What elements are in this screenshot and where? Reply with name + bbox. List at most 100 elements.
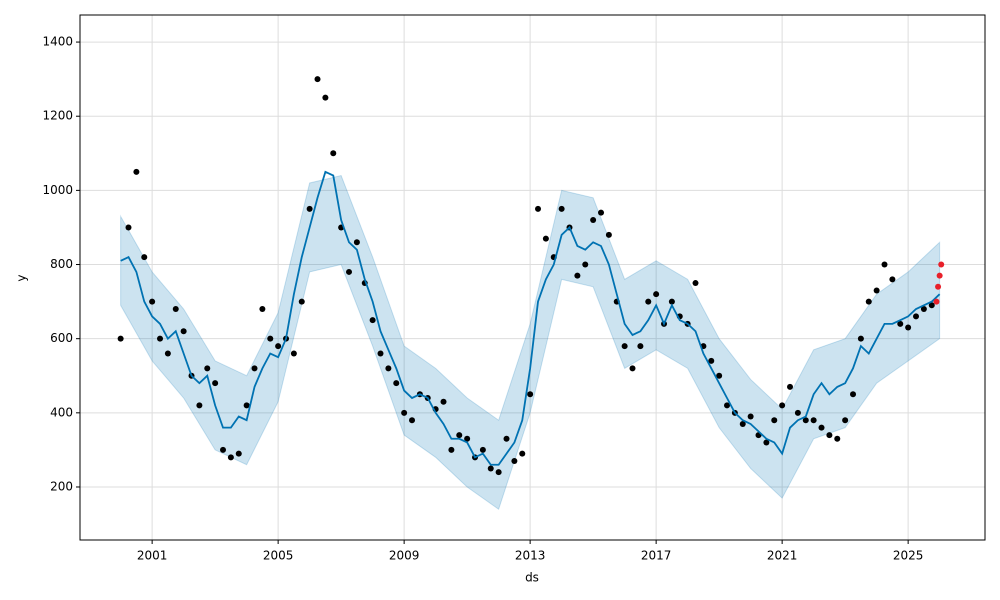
data-point <box>739 420 746 427</box>
data-point <box>747 413 754 420</box>
data-point <box>920 306 927 313</box>
data-point <box>487 465 494 472</box>
data-point <box>314 76 321 83</box>
data-point <box>629 365 636 372</box>
data-point <box>385 365 392 372</box>
data-point <box>259 306 266 313</box>
data-point <box>353 239 360 246</box>
data-point <box>771 417 778 424</box>
data-point <box>346 268 353 275</box>
data-point <box>897 320 904 327</box>
data-point <box>369 317 376 324</box>
data-point <box>503 435 510 442</box>
data-point <box>511 458 518 465</box>
data-point <box>794 409 801 416</box>
data-point <box>763 439 770 446</box>
data-point <box>724 402 731 409</box>
data-point <box>810 417 817 424</box>
data-point <box>708 357 715 364</box>
data-point <box>479 446 486 453</box>
data-point <box>164 350 171 357</box>
data-point <box>605 231 612 238</box>
data-point <box>889 276 896 283</box>
data-point <box>275 343 282 350</box>
y-tick-label: 1200 <box>42 109 73 123</box>
data-point <box>881 261 888 268</box>
data-point <box>913 313 920 320</box>
data-point <box>716 372 723 379</box>
x-axis-label: ds <box>525 571 539 585</box>
data-point <box>519 450 526 457</box>
data-point <box>227 454 234 461</box>
data-point <box>873 287 880 294</box>
data-point <box>456 432 463 439</box>
data-point <box>905 324 912 331</box>
data-point <box>495 469 502 476</box>
data-point <box>125 224 132 231</box>
data-point <box>842 417 849 424</box>
data-point <box>306 205 313 212</box>
x-tick-label: 2017 <box>641 549 672 563</box>
data-point <box>818 424 825 431</box>
data-point <box>535 205 542 212</box>
data-point <box>826 432 833 439</box>
data-point <box>668 298 675 305</box>
data-point <box>802 417 809 424</box>
data-point <box>928 302 935 309</box>
y-tick-label: 600 <box>50 331 73 345</box>
data-point <box>865 298 872 305</box>
data-point <box>653 291 660 298</box>
data-point <box>935 283 942 290</box>
plot-frame <box>79 14 986 541</box>
uncertainty-band <box>120 174 941 511</box>
data-point <box>464 435 471 442</box>
data-point <box>235 450 242 457</box>
data-point <box>645 298 652 305</box>
data-point <box>290 350 297 357</box>
data-point <box>149 298 156 305</box>
data-point <box>558 205 565 212</box>
data-point <box>298 298 305 305</box>
data-point <box>834 435 841 442</box>
data-point <box>172 306 179 313</box>
data-point <box>133 168 140 175</box>
x-tick-label: 2021 <box>767 549 798 563</box>
data-point <box>220 446 227 453</box>
data-point <box>243 402 250 409</box>
data-point <box>117 335 124 342</box>
data-point <box>141 254 148 261</box>
data-point <box>322 94 329 101</box>
x-tick-label: 2001 <box>137 549 168 563</box>
y-tick-label: 1400 <box>42 35 73 49</box>
data-point <box>393 380 400 387</box>
data-point <box>857 335 864 342</box>
data-point <box>590 217 597 224</box>
data-point <box>251 365 258 372</box>
data-point <box>850 391 857 398</box>
data-point <box>267 335 274 342</box>
data-point <box>582 261 589 268</box>
data-point <box>196 402 203 409</box>
data-point <box>933 298 940 305</box>
data-point <box>779 402 786 409</box>
data-point <box>401 409 408 416</box>
data-point <box>330 150 337 157</box>
data-point <box>692 280 699 287</box>
data-point <box>938 261 945 268</box>
data-point <box>787 383 794 390</box>
y-axis-label: y <box>15 274 29 281</box>
data-point <box>574 272 581 279</box>
data-point <box>180 328 187 335</box>
y-tick-label: 200 <box>50 479 73 493</box>
data-point <box>621 343 628 350</box>
data-point <box>409 417 416 424</box>
x-tick-label: 2025 <box>893 549 924 563</box>
x-tick-label: 2009 <box>389 549 420 563</box>
data-point <box>527 391 534 398</box>
data-point <box>448 446 455 453</box>
data-point <box>936 272 943 279</box>
data-point <box>637 343 644 350</box>
data-point <box>157 335 164 342</box>
